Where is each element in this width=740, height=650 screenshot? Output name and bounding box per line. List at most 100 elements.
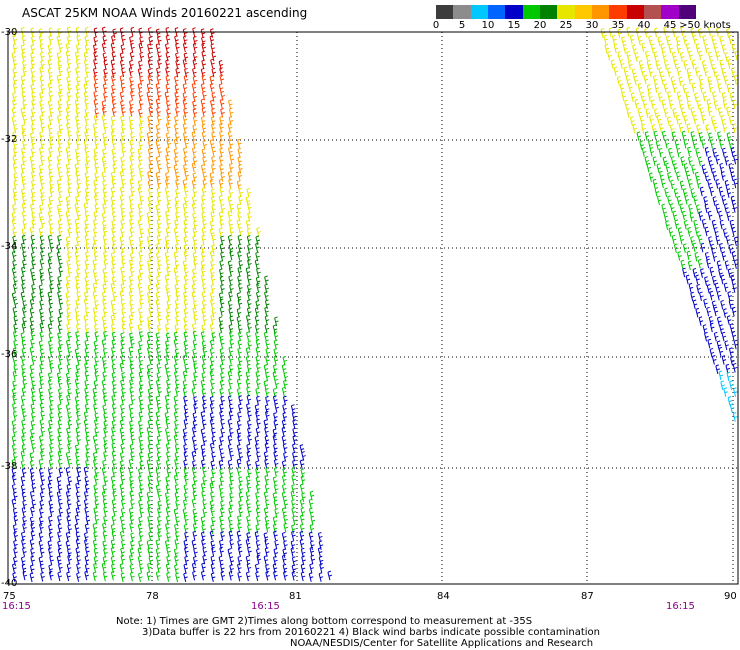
wind-barb bbox=[76, 130, 81, 141]
wind-barb bbox=[273, 419, 279, 430]
wind-barb bbox=[649, 147, 655, 157]
wind-barb bbox=[48, 395, 54, 406]
wind-barb bbox=[165, 83, 171, 94]
wind-barb bbox=[67, 524, 72, 534]
wind-barb bbox=[694, 92, 699, 103]
colorbar-label: 30 bbox=[585, 20, 599, 31]
wind-barb bbox=[11, 212, 17, 222]
colorbar-segment bbox=[487, 5, 506, 19]
wind-barb bbox=[173, 164, 179, 174]
wind-barb bbox=[731, 330, 737, 341]
wind-barb bbox=[138, 371, 144, 381]
wind-barb bbox=[210, 211, 216, 221]
wind-barb bbox=[139, 131, 144, 142]
wind-barb bbox=[183, 74, 189, 85]
wind-barb bbox=[689, 212, 695, 223]
wind-speed-colorbar bbox=[436, 5, 696, 19]
wind-barb bbox=[265, 395, 270, 406]
wind-barb bbox=[192, 467, 197, 478]
wind-barb bbox=[21, 491, 27, 502]
wind-barb bbox=[120, 298, 126, 309]
wind-barb bbox=[120, 218, 125, 229]
wind-barb bbox=[713, 331, 719, 342]
wind-barb bbox=[202, 140, 208, 150]
wind-barb bbox=[66, 91, 72, 101]
wind-barb bbox=[292, 451, 297, 462]
wind-barb bbox=[65, 282, 71, 293]
wind-barb bbox=[30, 330, 36, 341]
wind-barb bbox=[228, 307, 234, 318]
wind-barb bbox=[111, 426, 116, 437]
wind-barb bbox=[174, 35, 179, 45]
wind-barb bbox=[678, 99, 684, 110]
wind-barb bbox=[22, 114, 28, 125]
wind-barb bbox=[220, 204, 226, 214]
wind-barb bbox=[155, 156, 161, 166]
wind-barb bbox=[156, 178, 162, 189]
wind-barb bbox=[247, 434, 252, 445]
wind-barb bbox=[29, 564, 35, 575]
wind-barb bbox=[210, 506, 215, 517]
wind-barb bbox=[67, 267, 73, 278]
wind-barb bbox=[84, 570, 89, 581]
wind-barb bbox=[726, 315, 732, 325]
wind-barb bbox=[174, 132, 180, 142]
wind-barb bbox=[128, 346, 134, 357]
wind-barb bbox=[668, 99, 674, 110]
wind-barb bbox=[245, 555, 251, 566]
wind-barb bbox=[694, 252, 700, 262]
wind-barb bbox=[110, 115, 116, 126]
wind-barb bbox=[12, 572, 17, 582]
wind-barb bbox=[65, 404, 71, 414]
wind-barb bbox=[56, 555, 62, 566]
wind-barb bbox=[30, 475, 36, 485]
wind-barb bbox=[236, 180, 242, 190]
wind-barb bbox=[227, 260, 233, 270]
wind-barb bbox=[93, 251, 99, 261]
wind-barb bbox=[210, 378, 215, 389]
wind-barb bbox=[264, 426, 269, 437]
wind-barb bbox=[201, 419, 207, 430]
wind-barb bbox=[84, 146, 90, 157]
wind-barb bbox=[719, 219, 725, 230]
wind-barb bbox=[646, 84, 652, 94]
wind-barb bbox=[29, 372, 35, 382]
wind-barb bbox=[695, 204, 701, 214]
wind-barb bbox=[65, 540, 71, 551]
wind-barb bbox=[645, 108, 651, 118]
wind-barb bbox=[192, 75, 198, 86]
wind-barb bbox=[219, 74, 225, 85]
wind-barb bbox=[166, 162, 171, 173]
wind-barb bbox=[726, 211, 732, 221]
wind-barb bbox=[265, 339, 270, 350]
wind-barb bbox=[227, 122, 233, 133]
wind-barb bbox=[166, 555, 171, 566]
wind-barb bbox=[92, 523, 98, 533]
wind-barb bbox=[146, 491, 152, 502]
wind-barb bbox=[299, 483, 305, 494]
wind-barb bbox=[228, 378, 233, 389]
wind-barb bbox=[120, 434, 126, 445]
wind-barb bbox=[56, 35, 62, 45]
wind-barb bbox=[666, 67, 672, 78]
wind-barb bbox=[128, 115, 134, 126]
wind-barb bbox=[283, 451, 288, 462]
wind-barb bbox=[20, 450, 26, 461]
wind-barb bbox=[121, 179, 126, 189]
wind-barb bbox=[92, 435, 98, 445]
wind-barb bbox=[193, 314, 199, 325]
wind-barb bbox=[654, 83, 660, 93]
wind-barb bbox=[156, 107, 161, 117]
wind-barb bbox=[58, 339, 63, 350]
wind-barb bbox=[146, 235, 152, 246]
wind-barb bbox=[718, 346, 724, 357]
wind-barb bbox=[130, 42, 135, 53]
wind-barb bbox=[247, 243, 252, 254]
wind-barb bbox=[76, 268, 81, 279]
wind-barb bbox=[255, 355, 261, 366]
wind-barb bbox=[716, 290, 722, 301]
wind-barb bbox=[31, 99, 36, 109]
wind-barb bbox=[662, 51, 667, 61]
wind-barb bbox=[202, 507, 208, 518]
wind-barb bbox=[671, 131, 677, 141]
